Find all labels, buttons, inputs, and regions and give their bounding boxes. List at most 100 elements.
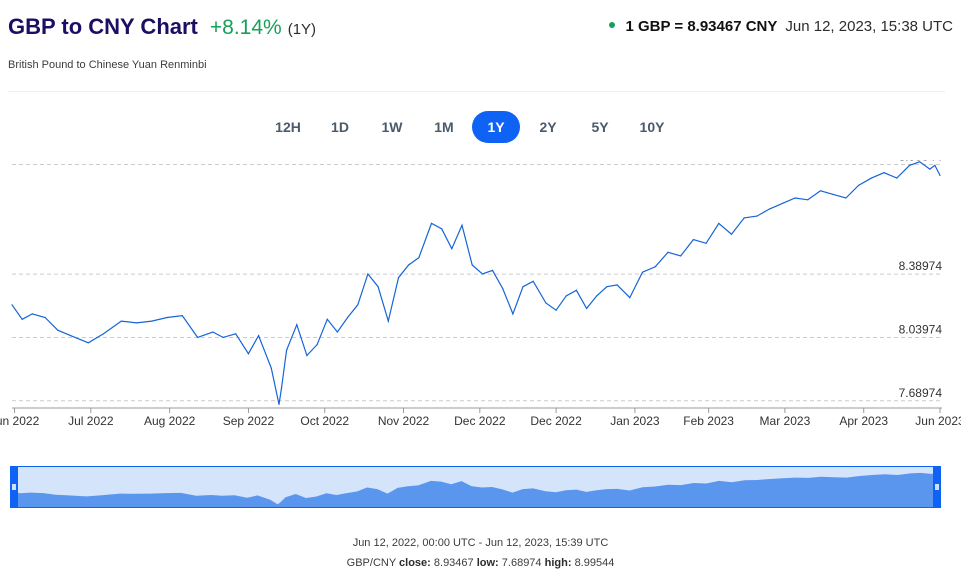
- data-point: [235, 333, 237, 335]
- data-point: [44, 316, 46, 319]
- navigator-area: [10, 472, 941, 508]
- data-point: [908, 164, 911, 166]
- data-point: [575, 289, 578, 291]
- data-point: [280, 387, 283, 389]
- low-value: 7.68974: [501, 557, 542, 569]
- data-point: [258, 335, 260, 337]
- data-point: [461, 224, 463, 226]
- x-tick-label: Dec 2022: [530, 414, 582, 428]
- y-tick-label: 8.38974: [899, 259, 943, 273]
- x-tick-label: Oct 2022: [300, 414, 349, 428]
- x-tick-label: Jul 2022: [68, 414, 114, 428]
- data-point: [336, 331, 338, 333]
- x-tick-label: Mar 2023: [760, 414, 811, 428]
- footer-date-range: Jun 12, 2022, 00:00 UTC - Jun 12, 2023, …: [352, 537, 609, 549]
- data-point: [845, 197, 847, 199]
- data-point: [934, 164, 936, 166]
- data-point: [555, 309, 557, 311]
- data-point: [278, 403, 280, 405]
- page-title: GBP to CNY Chart: [8, 14, 198, 39]
- percent-change: +8.14%: [209, 16, 282, 39]
- high-value: 8.99544: [574, 557, 615, 569]
- range-tab-1m[interactable]: 1M: [434, 119, 454, 135]
- data-point: [418, 257, 420, 259]
- title-row: GBP to CNY Chart +8.14% (1Y): [8, 14, 316, 40]
- x-tick-label: Jan 2023: [610, 414, 660, 428]
- x-tick-label: Nov 2022: [378, 414, 430, 428]
- data-point: [397, 277, 400, 279]
- range-tab-1y[interactable]: 1Y: [472, 111, 520, 143]
- range-navigator[interactable]: [10, 466, 941, 508]
- data-point: [377, 286, 379, 288]
- data-point: [87, 342, 89, 344]
- data-point: [705, 242, 707, 244]
- close-label: close:: [399, 557, 431, 569]
- x-tick-label: Dec 2022: [454, 414, 506, 428]
- data-point: [387, 320, 389, 322]
- range-tab-1w[interactable]: 1W: [381, 119, 403, 135]
- data-point: [367, 273, 369, 275]
- data-point: [471, 264, 473, 266]
- data-point: [270, 367, 272, 369]
- data-point: [166, 316, 168, 319]
- data-point: [296, 324, 298, 326]
- data-point: [730, 233, 733, 235]
- footer-pair: GBP/CNY: [346, 557, 396, 569]
- x-tick-label: Aug 2022: [144, 414, 196, 428]
- data-point: [120, 320, 122, 322]
- data-point: [769, 208, 771, 210]
- data-point: [565, 295, 567, 297]
- data-point: [181, 315, 183, 317]
- data-point: [31, 313, 33, 315]
- range-tab-12h[interactable]: 12H: [275, 119, 301, 135]
- data-point: [858, 184, 860, 186]
- data-point: [680, 255, 682, 257]
- data-point: [929, 168, 931, 170]
- data-point: [491, 269, 494, 271]
- data-point: [870, 177, 873, 179]
- data-point: [545, 302, 547, 304]
- chart-header: GBP to CNY Chart +8.14% (1Y) British Pou…: [8, 14, 953, 80]
- close-value: 8.93467: [433, 557, 474, 569]
- data-point: [939, 174, 941, 176]
- time-range-tabs: 12H 1D 1W 1M 1Y 2Y 5Y 10Y: [264, 111, 676, 143]
- data-point: [512, 313, 514, 315]
- data-point: [151, 320, 153, 322]
- data-point: [316, 344, 318, 346]
- data-point: [743, 217, 745, 219]
- live-dot-icon: [609, 22, 616, 28]
- data-point: [896, 177, 898, 179]
- currency-pair-subtitle: British Pound to Chinese Yuan Renminbi: [8, 59, 207, 71]
- handle-grip-icon: [935, 484, 939, 490]
- range-tab-5y[interactable]: 5Y: [591, 119, 609, 135]
- data-point: [586, 307, 588, 309]
- x-tick-label: Feb 2023: [683, 414, 734, 428]
- data-point: [596, 295, 598, 297]
- rate-timestamp: Jun 12, 2023, 15:38 UTC: [785, 18, 953, 35]
- data-point: [102, 333, 105, 335]
- data-point: [306, 354, 308, 357]
- data-point: [441, 228, 443, 230]
- data-point: [212, 331, 214, 333]
- data-point: [532, 280, 534, 282]
- data-point: [408, 264, 410, 266]
- data-point: [136, 322, 138, 324]
- data-point: [430, 222, 433, 224]
- data-point: [11, 304, 13, 306]
- data-point: [606, 286, 608, 288]
- range-tab-10y[interactable]: 10Y: [639, 119, 665, 135]
- data-point: [616, 284, 618, 286]
- data-point: [69, 335, 72, 337]
- x-tick-label: Sep 2022: [223, 414, 275, 428]
- data-point: [692, 239, 695, 241]
- data-point: [57, 329, 59, 331]
- range-tab-1d[interactable]: 1D: [331, 119, 349, 135]
- data-point: [919, 161, 921, 163]
- footer-stats: GBP/CNY close: 8.93467 low: 7.68974 high…: [0, 557, 961, 569]
- data-point: [794, 197, 796, 199]
- data-point: [347, 316, 349, 319]
- data-point: [451, 248, 453, 250]
- data-point: [718, 222, 720, 224]
- range-tab-2y[interactable]: 2Y: [539, 119, 557, 135]
